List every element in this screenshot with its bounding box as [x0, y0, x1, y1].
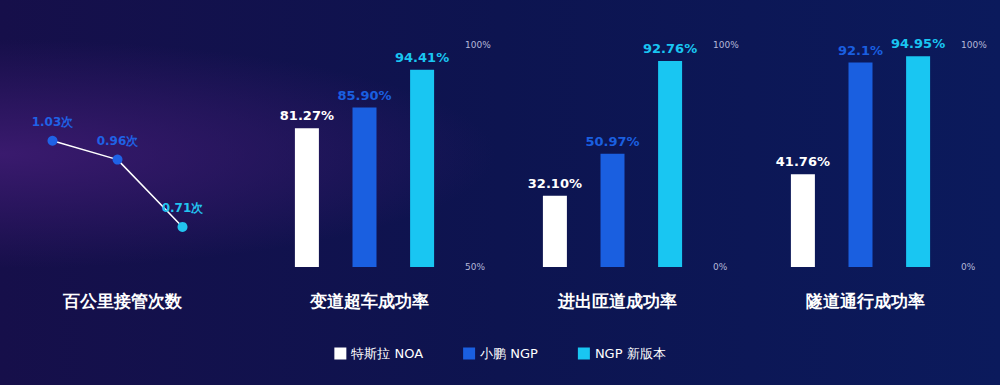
svg-text:85.90%: 85.90%	[337, 88, 391, 103]
svg-text:NGP 新版本: NGP 新版本	[595, 346, 666, 361]
svg-text:0%: 0%	[713, 262, 728, 272]
svg-text:41.76%: 41.76%	[776, 154, 830, 169]
svg-text:81.27%: 81.27%	[280, 108, 334, 123]
svg-text:100%: 100%	[713, 40, 739, 50]
svg-text:100%: 100%	[961, 40, 987, 50]
svg-text:百公里接管次数: 百公里接管次数	[62, 291, 183, 311]
svg-text:32.10%: 32.10%	[528, 176, 582, 191]
svg-text:50.97%: 50.97%	[585, 134, 639, 149]
svg-text:1.03次: 1.03次	[32, 115, 75, 129]
svg-text:92.76%: 92.76%	[643, 41, 697, 56]
svg-text:0%: 0%	[961, 262, 976, 272]
svg-text:0.96次: 0.96次	[97, 134, 140, 148]
svg-text:进出匝道成功率: 进出匝道成功率	[557, 291, 677, 311]
svg-text:小鹏 NGP: 小鹏 NGP	[480, 346, 538, 361]
svg-text:92.1%: 92.1%	[838, 43, 883, 58]
svg-text:100%: 100%	[465, 40, 491, 50]
svg-text:94.95%: 94.95%	[891, 36, 945, 51]
svg-text:变道超车成功率: 变道超车成功率	[309, 291, 429, 311]
svg-text:特斯拉 NOA: 特斯拉 NOA	[351, 346, 423, 361]
svg-text:50%: 50%	[465, 262, 485, 272]
svg-text:0.71次: 0.71次	[162, 201, 205, 215]
svg-text:隧道通行成功率: 隧道通行成功率	[806, 291, 925, 311]
svg-text:94.41%: 94.41%	[395, 50, 449, 65]
